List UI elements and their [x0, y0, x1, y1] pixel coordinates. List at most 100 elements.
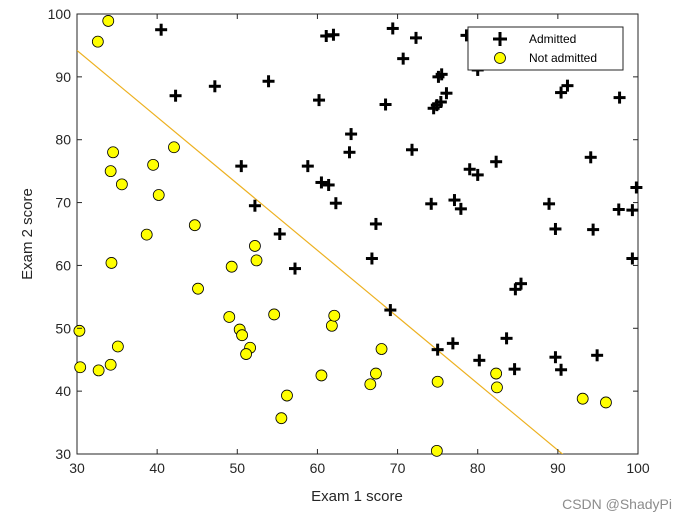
not-admitted-point [147, 158, 160, 171]
admitted-point [471, 168, 484, 181]
admitted-point [345, 128, 358, 141]
y-tick-label: 30 [55, 446, 71, 462]
not-admitted-point [490, 367, 503, 380]
decision-boundary-line [77, 49, 564, 454]
not-admitted-point [91, 35, 104, 48]
admitted-point [490, 155, 503, 168]
admitted-point [384, 304, 397, 317]
legend-admitted-marker [493, 32, 507, 46]
y-tick-label: 60 [55, 257, 71, 273]
not-admitted-point [105, 257, 118, 269]
admitted-point [508, 363, 521, 376]
admitted-point [273, 228, 286, 240]
admitted-point [626, 252, 639, 265]
x-tick-label: 90 [550, 460, 566, 476]
not-admitted-point [576, 392, 589, 405]
admitted-point [448, 194, 461, 207]
y-tick-label: 80 [55, 132, 71, 148]
not-admitted-point [188, 219, 201, 232]
y-tick-label: 70 [55, 195, 71, 211]
not-admitted-point [111, 340, 124, 353]
admitted-point [591, 349, 604, 362]
not-admitted-point [102, 15, 115, 27]
legend-box [467, 26, 624, 71]
admitted-point [543, 197, 556, 210]
admitted-point [365, 252, 378, 265]
admitted-point [169, 89, 182, 102]
admitted-point [435, 68, 448, 81]
admitted-point [155, 23, 168, 36]
admitted-point [313, 94, 326, 107]
admitted-point [235, 160, 248, 173]
y-tick-label: 50 [55, 320, 71, 336]
admitted-point [514, 277, 527, 290]
y-tick-label: 90 [55, 69, 71, 85]
admitted-point [301, 160, 314, 173]
not-admitted-point [325, 319, 338, 332]
admitted-point [440, 87, 453, 100]
admitted-point [405, 143, 418, 156]
not-admitted-point [73, 324, 86, 337]
not-admitted-point [600, 396, 612, 409]
x-tick-label: 70 [390, 460, 406, 476]
not-admitted-point [92, 364, 105, 377]
not-admitted-point [140, 228, 153, 241]
admitted-point [322, 178, 335, 191]
not-admitted-point [240, 348, 253, 360]
admitted-point [431, 343, 444, 356]
x-tick-label: 40 [149, 460, 165, 476]
admitted-point [549, 351, 562, 364]
not-admitted-point [104, 165, 117, 178]
not-admitted-point [107, 146, 119, 159]
admitted-point [248, 199, 261, 212]
not-admitted-point [74, 361, 87, 374]
admitted-point [327, 28, 340, 41]
legend-admitted-label: Admitted [529, 32, 576, 46]
legend-not-admitted-marker [494, 52, 506, 64]
not-admitted-point [152, 189, 165, 201]
admitted-point [369, 217, 382, 230]
admitted-point [549, 222, 562, 235]
not-admitted-point [328, 309, 341, 322]
not-admitted-point [249, 240, 261, 252]
not-admitted-point [281, 389, 293, 402]
legend-not-admitted-label: Not admitted [529, 51, 597, 65]
x-tick-label: 30 [69, 460, 85, 476]
admitted-point [454, 202, 467, 215]
not-admitted-point [370, 367, 382, 380]
admitted-point [410, 31, 423, 44]
not-admitted-point [431, 375, 444, 388]
admitted-point [584, 151, 597, 164]
watermark: CSDN @ShadyPi [562, 496, 672, 512]
not-admitted-point [268, 308, 281, 321]
admitted-point [315, 176, 328, 189]
y-axis-label: Exam 2 score [19, 188, 36, 280]
admitted-point [500, 332, 513, 345]
not-admitted-point [236, 329, 248, 342]
admitted-point [343, 146, 356, 159]
admitted-point [626, 204, 639, 217]
admitted-point [612, 203, 625, 216]
not-admitted-point [315, 369, 328, 382]
not-admitted-point [275, 412, 288, 425]
x-tick-label: 60 [310, 460, 326, 476]
x-axis-label: Exam 1 score [311, 488, 403, 505]
admitted-point [587, 223, 600, 236]
not-admitted-point [104, 358, 117, 371]
not-admitted-point [364, 378, 377, 391]
x-tick-label: 80 [470, 460, 486, 476]
admitted-point [386, 22, 399, 35]
admitted-point [463, 163, 476, 176]
admitted-point [446, 337, 459, 350]
x-tick-label: 50 [229, 460, 245, 476]
x-tick-label: 100 [626, 460, 650, 476]
admitted-point [379, 98, 392, 111]
admitted-point [397, 52, 410, 65]
y-tick-label: 40 [55, 383, 71, 399]
not-admitted-point [192, 282, 204, 295]
y-tick-label: 100 [48, 6, 72, 22]
admitted-point [555, 363, 568, 376]
plot-area [76, 13, 639, 455]
admitted-point [630, 181, 643, 194]
